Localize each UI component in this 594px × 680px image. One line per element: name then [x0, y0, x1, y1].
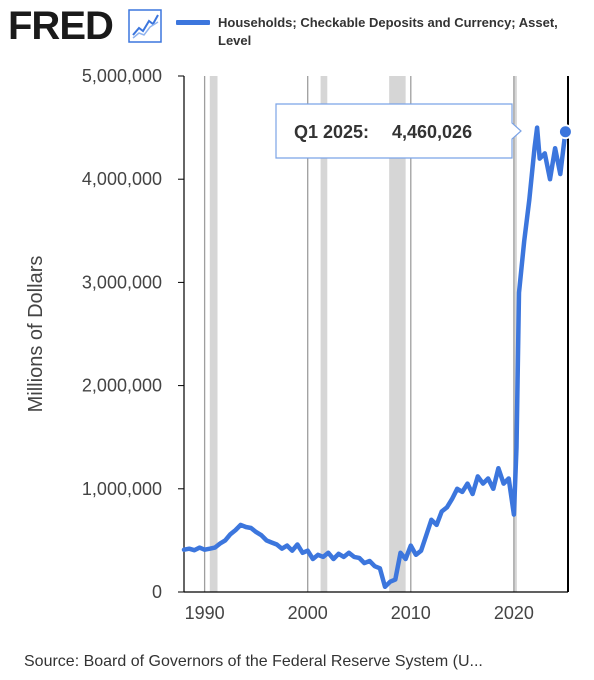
y-tick-label: 4,000,000	[82, 169, 162, 189]
tooltip-value: 4,460,026	[392, 122, 472, 142]
plot-axes	[183, 76, 569, 593]
recession-bands	[209, 76, 517, 592]
x-tick-label: 1990	[185, 603, 225, 623]
recession-band	[513, 76, 517, 592]
legend-series-label[interactable]: Households; Checkable Deposits and Curre…	[218, 15, 558, 48]
series-line[interactable]	[181, 125, 568, 590]
y-tick-label: 0	[152, 582, 162, 602]
x-tick-label: 2010	[391, 603, 431, 623]
x-tick-label: 2020	[494, 603, 534, 623]
fred-logo[interactable]: FRED	[8, 4, 114, 48]
recession-band	[320, 76, 328, 592]
hover-tooltip: Q1 2025: 4,460,026	[275, 103, 522, 159]
y-tick-label: 1,000,000	[82, 479, 162, 499]
y-tick-label: 2,000,000	[82, 376, 162, 396]
recession-band	[389, 76, 406, 592]
y-tick-label: 3,000,000	[82, 272, 162, 292]
tooltip-box	[275, 103, 522, 159]
line-chart-icon	[128, 9, 162, 43]
recession-band	[209, 76, 218, 592]
source-note: Source: Board of Governors of the Federa…	[24, 653, 483, 670]
x-tick-labels: 1990 2000 2010 2020	[185, 603, 534, 623]
x-tick-label: 2000	[288, 603, 328, 623]
legend-swatch	[176, 20, 210, 25]
y-tick-labels: 0 1,000,000 2,000,000 3,000,000 4,000,000 5,0…	[82, 66, 184, 602]
series-group	[181, 124, 573, 590]
hover-point-marker[interactable]	[557, 124, 573, 140]
y-tick-label: 5,000,000	[82, 66, 162, 86]
y-axis-label: Millions of Dollars	[25, 256, 47, 413]
tooltip-period: Q1 2025:	[294, 122, 369, 142]
